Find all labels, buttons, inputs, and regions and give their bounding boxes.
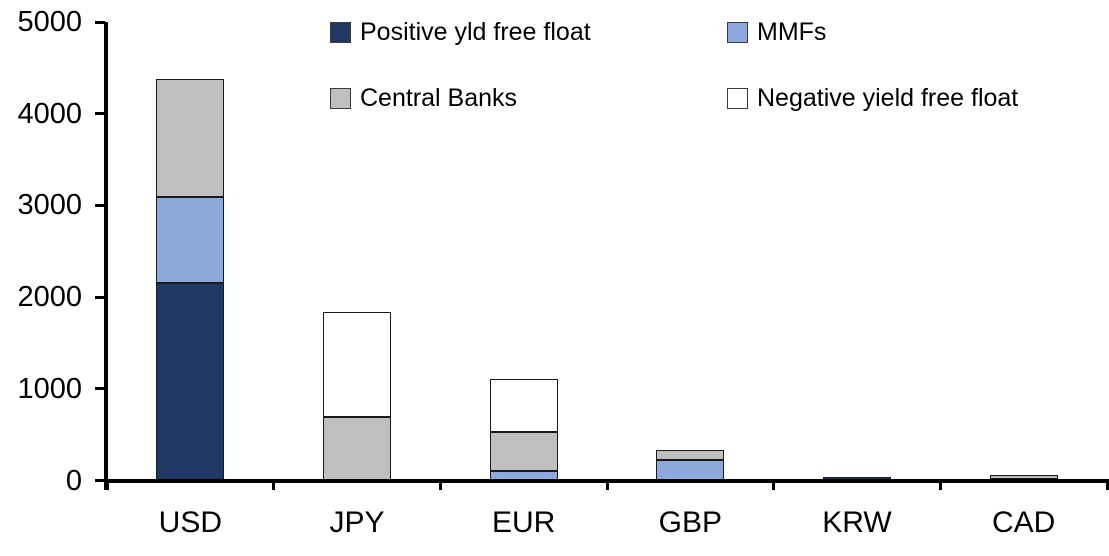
y-tick-label: 3000: [17, 189, 82, 222]
bar-segment-eur-central-banks: [489, 431, 558, 472]
legend-item-central-banks: Central Banks: [330, 85, 517, 111]
legend-swatch-negative-yield-free-float: [727, 87, 748, 109]
bar-segment-cad-central-banks: [989, 474, 1058, 479]
y-axis-tick: [95, 295, 105, 299]
legend-swatch-positive-yld-free-float: [330, 21, 351, 43]
x-axis-tick: [438, 479, 442, 490]
x-category-label: CAD: [991, 506, 1056, 539]
bar-segment-jpy-central-banks: [323, 417, 391, 481]
x-axis-tick: [605, 479, 609, 490]
bar-segment-usd-central-banks: [156, 78, 225, 198]
bar-segment-usd-mmfs: [156, 197, 225, 284]
x-category-label: GBP: [658, 506, 722, 539]
y-tick-label: 4000: [17, 97, 82, 130]
legend-item-mmfs: MMFs: [727, 19, 826, 45]
x-axis-tick: [272, 479, 276, 490]
x-category-label: USD: [158, 506, 222, 539]
y-tick-label: 1000: [17, 372, 82, 405]
y-tick-label: 5000: [17, 6, 82, 38]
legend-label: MMFs: [757, 18, 827, 46]
y-axis-tick: [95, 387, 105, 391]
legend-label: Positive yld free float: [360, 18, 591, 46]
bar-segment-jpy-negative-yield-free-float: [323, 311, 391, 418]
legend-swatch-mmfs: [727, 21, 748, 43]
legend-label: Central Banks: [360, 84, 518, 112]
y-axis-line: [104, 22, 108, 490]
legend-label: Negative yield free float: [757, 84, 1019, 112]
bar-segment-gbp-mmfs: [656, 460, 725, 481]
legend-swatch-central-banks: [330, 87, 351, 109]
legend-item-positive-yld-free-float: Positive yld free float: [330, 19, 591, 45]
bar-segment-gbp-central-banks: [656, 450, 725, 461]
x-category-label: EUR: [491, 506, 556, 539]
x-category-label: JPY: [329, 506, 385, 539]
bar-segment-eur-negative-yield-free-float: [489, 378, 558, 432]
y-tick-label: 2000: [17, 281, 82, 314]
x-axis-tick: [1105, 479, 1109, 490]
legend-item-negative-yield-free-float: Negative yield free float: [727, 85, 1018, 111]
x-axis-tick: [938, 479, 942, 490]
y-tick-label: 0: [65, 464, 82, 497]
y-axis-tick: [95, 112, 105, 116]
x-category-label: KRW: [822, 506, 892, 539]
x-axis-tick: [105, 479, 109, 490]
y-axis-tick: [95, 203, 105, 207]
x-axis-tick: [772, 479, 776, 490]
y-axis-tick: [95, 20, 105, 24]
bar-segment-usd-positive-yld-free-float: [156, 283, 225, 481]
y-axis-tick: [95, 479, 105, 482]
